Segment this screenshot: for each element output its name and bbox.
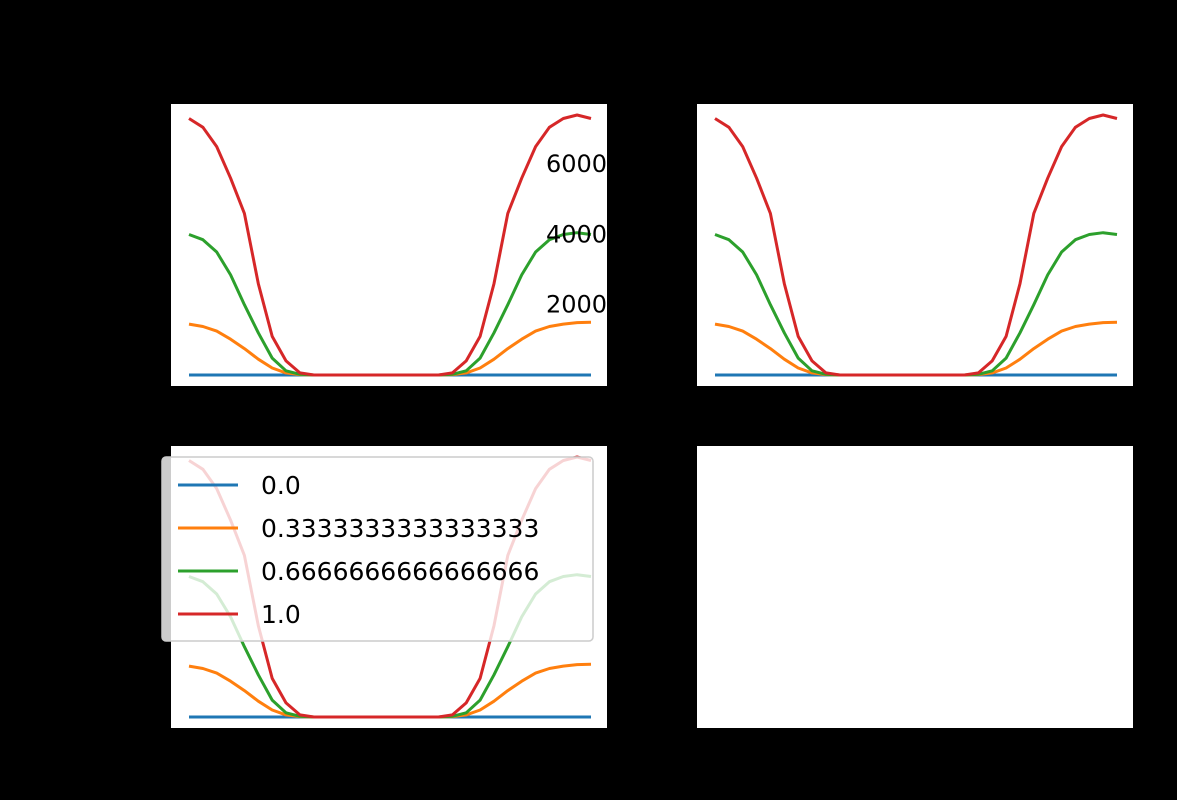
y-tick-label: 4000 [546, 220, 607, 248]
y-tick-label: 6000 [546, 150, 607, 178]
legend-label: 1.0 [261, 600, 301, 629]
subplot-top-left [171, 104, 607, 392]
series-group [188, 113, 592, 377]
legend-label: 0.3333333333333333 [261, 514, 539, 543]
series-line-1-0 [188, 113, 592, 377]
series-line-1-0 [714, 113, 1118, 377]
legend-label: 0.0 [261, 471, 301, 500]
legend-label: 0.6666666666666666 [261, 557, 539, 586]
subplot-bottom-right [697, 446, 1133, 734]
axes-face [697, 446, 1133, 728]
y-tick-label: 2000 [546, 291, 607, 319]
legend: 0.0 0.3333333333333333 0.6666666666666666 1… [161, 456, 594, 642]
subplot-top-right [697, 104, 1133, 392]
legend-box [161, 456, 594, 642]
series-group [714, 113, 1118, 377]
